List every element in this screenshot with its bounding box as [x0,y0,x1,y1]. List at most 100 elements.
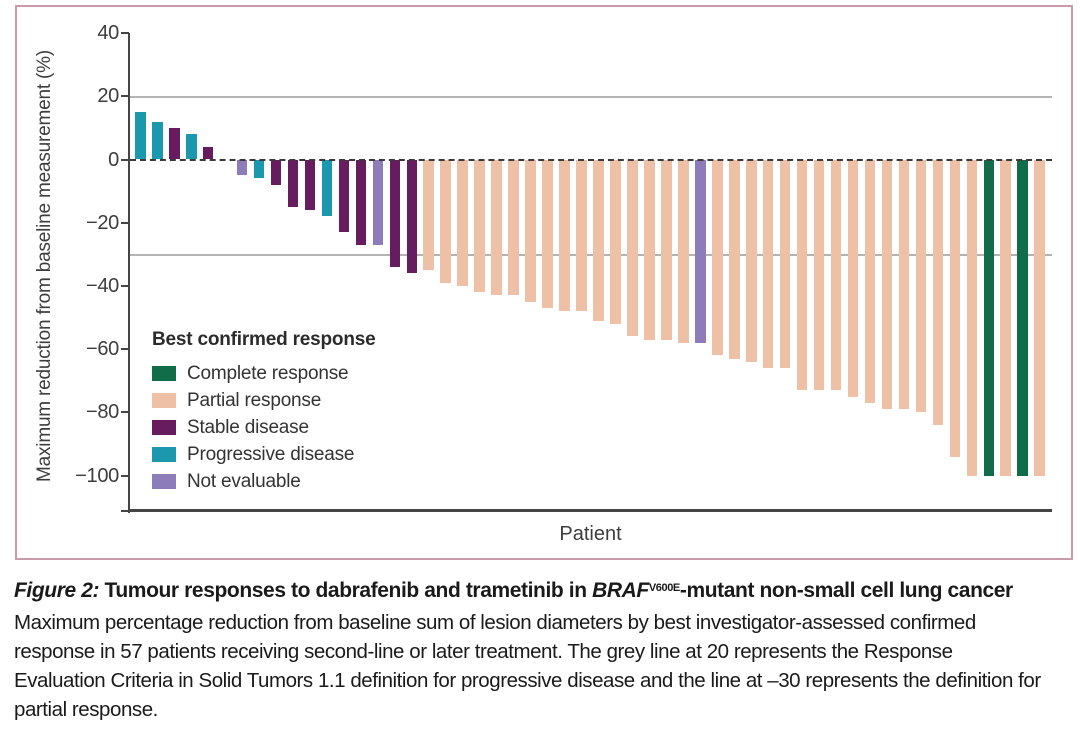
y-tick--100 [121,474,129,477]
waterfall-bar-patient-54 [1034,159,1045,476]
x-axis-label: Patient [559,523,622,545]
waterfall-bar-patient-9 [270,159,282,185]
waterfall-bar-patient-4 [185,134,197,160]
y-tick-label--60: −60 [85,338,119,361]
waterfall-bar-patient-22 [491,159,502,296]
waterfall-bar-patient-3 [168,127,180,160]
waterfall-bar-patient-47 [915,159,927,413]
legend-swatch-stable-disease [152,420,176,435]
figure-caption-body: Maximum percentage reduction from baseli… [14,611,1041,721]
waterfall-bar-patient-16 [389,159,401,267]
figure-panel: Maximum reduction from baseline measurem… [15,5,1073,560]
waterfall-bar-patient-43 [847,159,859,397]
waterfall-bar-patient-42 [830,159,842,391]
waterfall-bar-patient-15 [372,159,384,245]
y-tick-label--40: −40 [85,274,119,297]
legend-item-progressive-disease: Progressive disease [152,441,375,468]
legend-title: Best confirmed response [152,329,376,350]
legend-swatch-progressive-disease [152,447,176,462]
y-axis-end-tick [121,510,129,512]
waterfall-bar-patient-45 [881,159,893,410]
y-tick-label--100: −100 [75,464,119,487]
waterfall-bar-patient-33 [678,159,689,343]
waterfall-bar-patient-7 [236,159,248,176]
reference-line--30 [130,254,1052,256]
y-tick-40 [121,32,129,35]
zero-baseline-dashed-line [130,158,1052,161]
waterfall-bar-patient-53 [1017,159,1029,476]
waterfall-bar-patient-21 [474,159,485,293]
legend-label: Not evaluable [187,470,301,492]
waterfall-bar-patient-24 [525,159,536,302]
legend-label: Progressive disease [187,443,355,465]
waterfall-bar-patient-51 [983,159,995,476]
legend-items: Complete response Partial response Stable … [152,360,375,495]
y-tick--20 [121,221,129,224]
waterfall-plot: Maximum reduction from baseline measurem… [17,7,1071,558]
y-tick-label--20: −20 [85,211,119,234]
reference-line-20 [130,96,1052,98]
waterfall-bar-patient-52 [1000,159,1012,476]
waterfall-bar-patient-1 [135,112,146,160]
caption-title-pre: Tumour responses to dabrafenib and trame… [99,579,593,602]
legend-label: Complete response [187,362,349,384]
y-tick-0 [121,158,129,161]
waterfall-bar-patient-5 [202,146,214,160]
caption-gene-superscript: V600E [648,582,680,594]
legend-swatch-not-evaluable [152,474,176,489]
waterfall-bar-patient-13 [338,159,350,233]
waterfall-bar-patient-12 [321,159,333,217]
waterfall-bar-patient-37 [745,159,757,362]
waterfall-bar-patient-38 [762,159,774,369]
waterfall-bar-patient-40 [796,159,808,391]
waterfall-bar-patient-10 [287,159,299,207]
waterfall-bar-patient-2 [151,121,163,160]
waterfall-bar-patient-19 [440,159,452,283]
caption-figure-label: Figure 2: [14,579,100,602]
waterfall-bar-patient-30 [627,159,638,337]
legend-swatch-complete-response [152,366,176,381]
waterfall-bar-patient-20 [457,159,469,286]
y-tick--60 [121,348,129,351]
waterfall-bar-patient-32 [661,159,672,340]
waterfall-bar-patient-11 [304,159,316,211]
caption-gene: BRAF [592,579,649,602]
legend: Best confirmed response Complete respons… [152,329,376,495]
legend-item-stable-disease: Stable disease [152,414,375,441]
y-tick-label-20: 20 [97,85,119,108]
y-tick-label-0: 0 [108,148,119,171]
waterfall-bar-patient-26 [559,159,570,312]
waterfall-bar-patient-27 [576,159,587,312]
waterfall-bar-patient-23 [508,159,519,296]
y-tick--80 [121,411,129,414]
legend-swatch-partial-response [152,393,176,408]
waterfall-bar-patient-36 [728,159,740,359]
legend-label: Stable disease [187,416,309,438]
waterfall-bar-patient-44 [864,159,876,403]
waterfall-bar-patient-28 [593,159,604,321]
waterfall-bar-patient-39 [779,159,791,369]
y-tick-20 [121,95,129,98]
figure-caption: Figure 2: Tumour responses to dabrafenib… [14,579,1042,724]
waterfall-bar-patient-14 [355,159,367,245]
figure-caption-title: Figure 2: Tumour responses to dabrafenib… [14,579,1042,603]
y-tick--40 [121,284,129,287]
waterfall-bar-patient-34 [695,159,706,343]
legend-item-complete-response: Complete response [152,360,375,387]
waterfall-bar-patient-17 [406,159,418,274]
x-axis-line [128,509,1052,512]
y-tick-label--80: −80 [85,401,119,424]
waterfall-bar-patient-50 [966,159,978,476]
waterfall-bar-patient-48 [932,159,944,425]
y-axis-line [128,33,130,513]
legend-label: Partial response [187,389,322,411]
waterfall-bar-patient-25 [542,159,553,309]
waterfall-bar-patient-46 [898,159,910,410]
legend-item-partial-response: Partial response [152,387,375,414]
waterfall-bar-patient-41 [813,159,825,391]
caption-title-post: -mutant non-small cell lung cancer [679,579,1013,602]
y-tick-label-40: 40 [97,22,119,45]
waterfall-bar-patient-31 [644,159,655,340]
legend-item-not-evaluable: Not evaluable [152,468,375,495]
waterfall-bar-patient-35 [711,159,723,356]
